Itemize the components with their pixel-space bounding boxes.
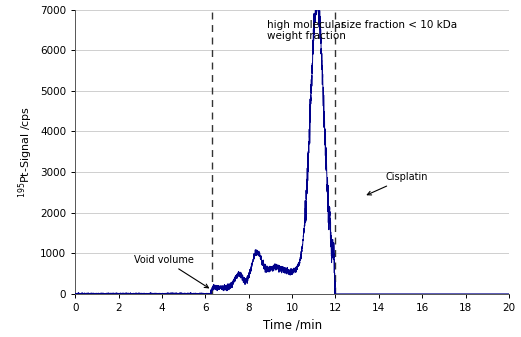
Text: Void volume: Void volume (134, 255, 208, 288)
Text: size fraction < 10 kDa: size fraction < 10 kDa (341, 20, 457, 30)
Y-axis label: $^{195}$Pt-Signal /cps: $^{195}$Pt-Signal /cps (16, 105, 34, 198)
Text: high molecular
weight fraction: high molecular weight fraction (267, 20, 346, 41)
Text: Cisplatin: Cisplatin (367, 172, 428, 195)
X-axis label: Time /min: Time /min (263, 318, 321, 332)
